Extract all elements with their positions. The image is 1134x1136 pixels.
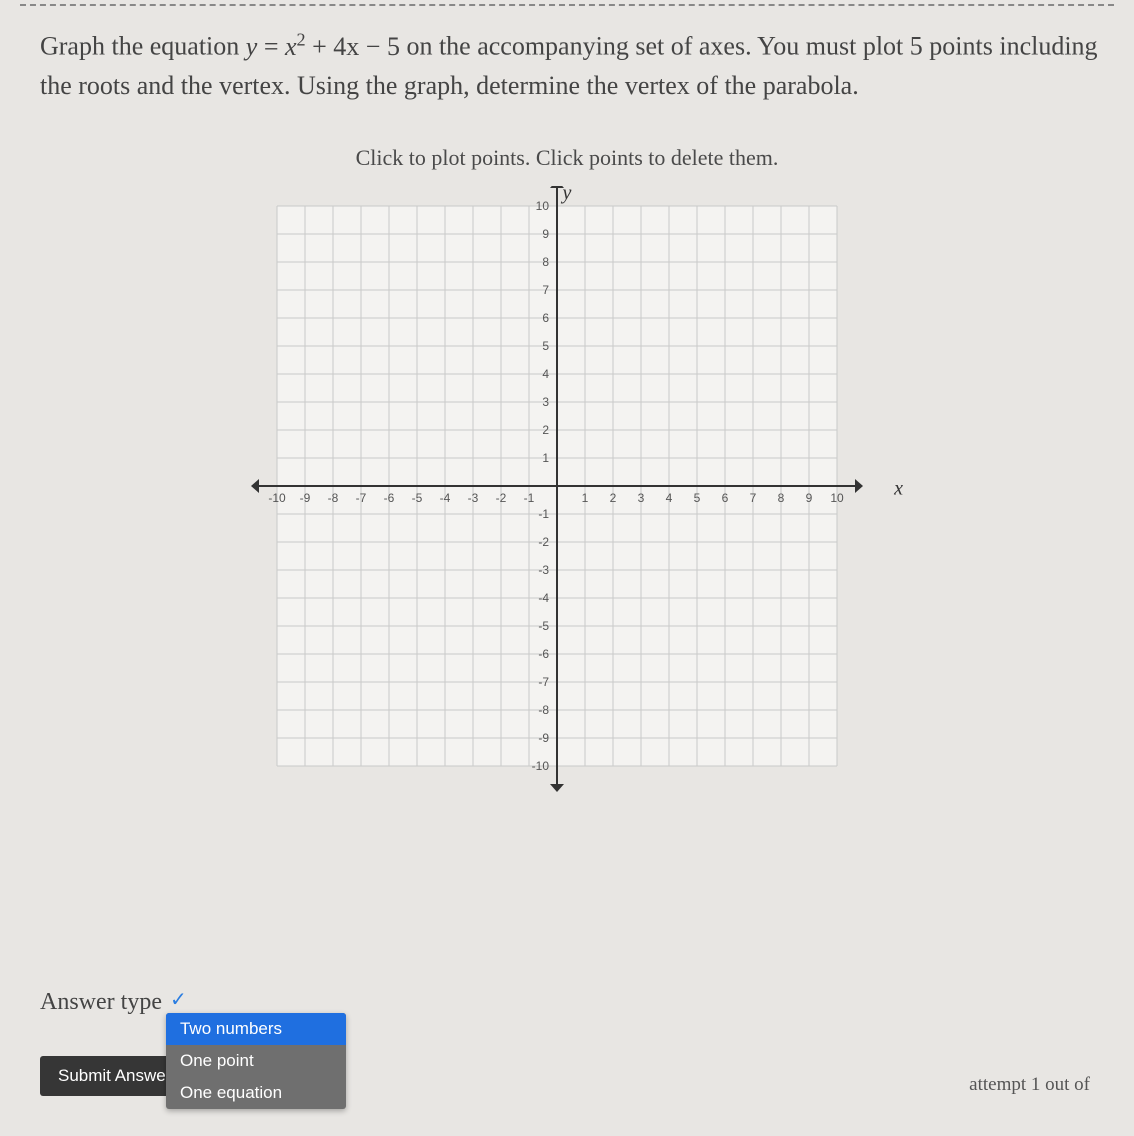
svg-text:-5: -5 — [412, 491, 423, 505]
eqn-rhs-var: x — [285, 32, 297, 61]
svg-text:3: 3 — [638, 491, 645, 505]
svg-text:-5: -5 — [538, 619, 549, 633]
svg-text:4: 4 — [666, 491, 673, 505]
svg-text:-1: -1 — [538, 507, 549, 521]
svg-text:-4: -4 — [538, 591, 549, 605]
svg-text:-9: -9 — [538, 731, 549, 745]
svg-text:4: 4 — [542, 367, 549, 381]
svg-text:-6: -6 — [384, 491, 395, 505]
svg-text:10: 10 — [830, 491, 844, 505]
answer-section: Answer type ✓ Two numbersOne pointOne eq… — [40, 987, 1090, 1096]
svg-text:-3: -3 — [538, 563, 549, 577]
svg-text:7: 7 — [542, 283, 549, 297]
y-axis-label: y — [563, 182, 572, 205]
svg-text:-8: -8 — [538, 703, 549, 717]
svg-text:-10: -10 — [268, 491, 286, 505]
equation: y = x2 + 4x − 5 — [246, 32, 400, 61]
question-text: Graph the equation y = x2 + 4x − 5 on th… — [0, 6, 1134, 115]
dropdown-menu: Two numbersOne pointOne equation — [166, 1013, 346, 1109]
svg-text:-7: -7 — [356, 491, 367, 505]
eqn-equals: = — [257, 32, 285, 61]
svg-text:3: 3 — [542, 395, 549, 409]
svg-text:-7: -7 — [538, 675, 549, 689]
svg-text:8: 8 — [778, 491, 785, 505]
answer-type-dropdown[interactable]: ✓ Two numbersOne pointOne equation — [166, 987, 191, 1012]
plot-instruction: Click to plot points. Click points to de… — [0, 145, 1134, 171]
svg-text:6: 6 — [722, 491, 729, 505]
svg-text:-6: -6 — [538, 647, 549, 661]
svg-text:2: 2 — [610, 491, 617, 505]
coordinate-plane[interactable]: y x -10-9-8-7-6-5-4-3-2-1123456789101098… — [237, 186, 897, 806]
svg-text:-8: -8 — [328, 491, 339, 505]
dropdown-option[interactable]: One equation — [166, 1077, 346, 1109]
question-prefix: Graph the equation — [40, 32, 246, 61]
dropdown-option[interactable]: One point — [166, 1045, 346, 1077]
svg-text:8: 8 — [542, 255, 549, 269]
svg-text:10: 10 — [536, 199, 550, 213]
svg-text:9: 9 — [806, 491, 813, 505]
svg-text:1: 1 — [582, 491, 589, 505]
svg-text:-2: -2 — [496, 491, 507, 505]
eqn-exponent: 2 — [297, 29, 306, 49]
attempt-counter: attempt 1 out of — [969, 1074, 1090, 1096]
svg-text:-9: -9 — [300, 491, 311, 505]
svg-text:5: 5 — [542, 339, 549, 353]
svg-text:5: 5 — [694, 491, 701, 505]
x-axis-label: x — [894, 478, 903, 501]
check-icon: ✓ — [166, 989, 191, 1011]
svg-text:7: 7 — [750, 491, 757, 505]
svg-text:6: 6 — [542, 311, 549, 325]
svg-text:-1: -1 — [524, 491, 535, 505]
coordinate-grid-svg[interactable]: -10 -9 -8 -7 -6 -5 -4 -3 -2 -1 1 2 3 4 5 6 7 8 9 10 10 9 8 7 6 5 4… — [237, 186, 897, 806]
svg-text:-3: -3 — [468, 491, 479, 505]
answer-type-label: Answer type — [40, 987, 166, 1016]
dropdown-option[interactable]: Two numbers — [166, 1013, 346, 1045]
eqn-lhs: y — [246, 32, 258, 61]
svg-text:-2: -2 — [538, 535, 549, 549]
svg-text:9: 9 — [542, 227, 549, 241]
svg-text:-10: -10 — [532, 759, 550, 773]
svg-text:1: 1 — [542, 451, 549, 465]
svg-text:-4: -4 — [440, 491, 451, 505]
eqn-rhs-rest: + 4x − 5 — [306, 32, 400, 61]
svg-text:2: 2 — [542, 423, 549, 437]
